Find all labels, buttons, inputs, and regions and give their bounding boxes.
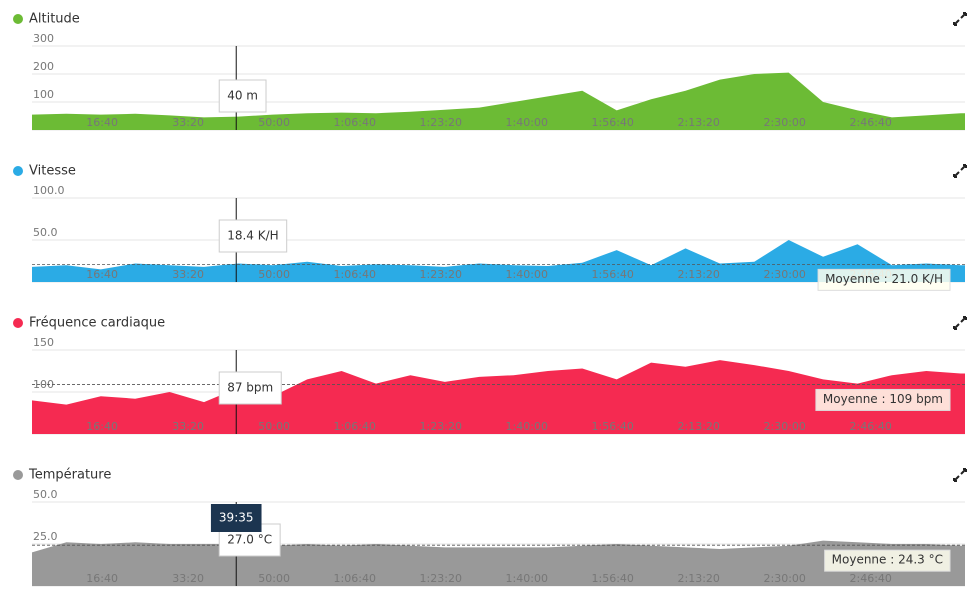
time-label: 39:35	[219, 511, 254, 525]
x-tick-label: 2:13:20	[678, 116, 720, 129]
x-tick-label: 50:00	[258, 572, 290, 585]
expand-icon[interactable]	[953, 468, 967, 482]
cursor-time: 39:35	[210, 504, 262, 532]
expand-icon[interactable]	[953, 164, 967, 178]
y-tick-label: 25.0	[33, 530, 58, 543]
x-tick-label: 1:23:20	[420, 116, 462, 129]
x-tick-label: 1:40:00	[506, 268, 548, 281]
tooltip-label: 18.4 K/H	[227, 229, 278, 243]
x-tick-label: 2:30:00	[764, 572, 806, 585]
x-tick-label: 50:00	[258, 268, 290, 281]
time-bg	[210, 504, 262, 532]
x-tick-label: 16:40	[86, 572, 118, 585]
x-tick-label: 50:00	[258, 420, 290, 433]
x-tick-label: 1:06:40	[334, 420, 376, 433]
y-tick-label: 100.0	[33, 184, 65, 197]
y-tick-label: 150	[33, 336, 54, 349]
average-bg	[815, 388, 951, 411]
x-tick-label: 1:40:00	[506, 572, 548, 585]
x-tick-label: 2:46:40	[850, 116, 892, 129]
x-tick-label: 1:56:40	[592, 116, 634, 129]
x-tick-label: 2:30:00	[764, 116, 806, 129]
panel-title: Vitesse	[29, 164, 76, 179]
x-tick-label: 2:13:20	[678, 420, 720, 433]
expand-arrows	[953, 12, 967, 26]
x-tick-label: 1:40:00	[506, 420, 548, 433]
average-box: Moyenne : 21.0 K/H	[817, 268, 951, 291]
y-tick-label: 50.0	[33, 488, 58, 501]
x-tick-label: 2:46:40	[850, 420, 892, 433]
average-box: Moyenne : 109 bpm	[815, 388, 951, 411]
expand-arrows	[953, 468, 967, 482]
average-bg	[824, 549, 951, 572]
x-tick-label: 2:30:00	[764, 268, 806, 281]
x-tick-label: 2:13:20	[678, 572, 720, 585]
x-tick-label: 33:20	[172, 420, 204, 433]
x-tick-label: 1:40:00	[506, 116, 548, 129]
y-tick-label: 100	[33, 88, 54, 101]
tooltip-label: 40 m	[227, 89, 258, 103]
x-tick-label: 16:40	[86, 116, 118, 129]
tooltip-label: 87 bpm	[227, 381, 273, 395]
x-tick-label: 1:56:40	[592, 572, 634, 585]
x-tick-label: 33:20	[172, 116, 204, 129]
x-tick-label: 2:46:40	[850, 572, 892, 585]
x-tick-label: 16:40	[86, 268, 118, 281]
x-tick-label: 1:23:20	[420, 268, 462, 281]
cursor-tooltip: 87 bpm	[218, 371, 282, 405]
y-tick-label: 300	[33, 32, 54, 45]
legend-dot	[13, 318, 23, 328]
tooltip-bg	[218, 219, 288, 253]
legend-dot	[13, 14, 23, 24]
x-tick-label: 1:23:20	[420, 572, 462, 585]
y-tick-label: 50.0	[33, 226, 58, 239]
area	[32, 240, 965, 282]
x-tick-label: 1:56:40	[592, 268, 634, 281]
panel-title: Température	[28, 468, 111, 483]
average-label: Moyenne : 24.3 °C	[832, 553, 943, 567]
panel-title: Fréquence cardiaque	[29, 316, 165, 331]
expand-icon[interactable]	[953, 12, 967, 26]
x-tick-label: 33:20	[172, 268, 204, 281]
x-tick-label: 1:06:40	[334, 116, 376, 129]
x-tick-label: 1:56:40	[592, 420, 634, 433]
average-bg	[817, 268, 951, 291]
tooltip-bg	[218, 79, 267, 113]
cursor-tooltip: 40 m	[218, 79, 267, 113]
x-tick-label: 50:00	[258, 116, 290, 129]
x-tick-label: 1:06:40	[334, 268, 376, 281]
tooltip-bg	[218, 371, 282, 405]
expand-arrows	[953, 316, 967, 330]
cursor-tooltip: 18.4 K/H	[218, 219, 288, 253]
area	[32, 360, 965, 434]
area	[32, 72, 965, 130]
y-tick-label: 200	[33, 60, 54, 73]
x-tick-label: 1:06:40	[334, 572, 376, 585]
x-tick-label: 2:13:20	[678, 268, 720, 281]
expand-arrows	[953, 164, 967, 178]
average-label: Moyenne : 109 bpm	[823, 392, 943, 406]
x-tick-label: 1:23:20	[420, 420, 462, 433]
expand-icon[interactable]	[953, 316, 967, 330]
panel-title: Altitude	[29, 12, 80, 27]
legend-dot	[13, 166, 23, 176]
average-label: Moyenne : 21.0 K/H	[825, 272, 943, 286]
average-box: Moyenne : 24.3 °C	[824, 549, 951, 572]
x-tick-label: 2:30:00	[764, 420, 806, 433]
tooltip-label: 27.0 °C	[227, 533, 272, 547]
legend-dot	[13, 470, 23, 480]
x-tick-label: 16:40	[86, 420, 118, 433]
x-tick-label: 33:20	[172, 572, 204, 585]
